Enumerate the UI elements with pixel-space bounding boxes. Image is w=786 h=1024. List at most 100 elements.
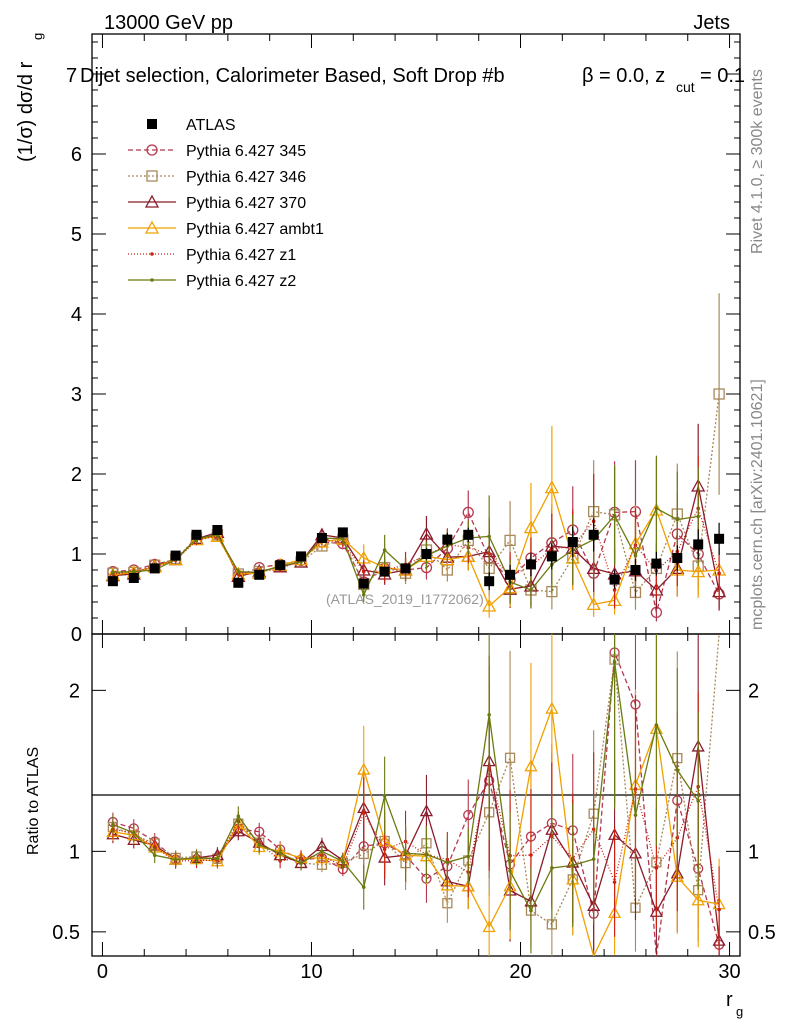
series-point [236, 569, 241, 574]
series-point [419, 526, 434, 540]
ratio-point [440, 878, 454, 891]
rivet-label: Rivet 4.1.0, ≥ 300k events [749, 69, 766, 254]
ratio-point [482, 920, 496, 933]
series-line-main [112, 485, 720, 608]
legend-marker-atlas [147, 119, 157, 129]
atlas-point [714, 533, 725, 544]
series-point [612, 513, 617, 518]
series-line-ratio [112, 652, 720, 956]
ratio-point [236, 814, 241, 818]
series-point [696, 514, 700, 519]
ratio-point [675, 768, 680, 772]
atlas-point [233, 577, 244, 588]
atlas-point [693, 539, 704, 550]
atlas-point [630, 565, 641, 575]
atlas-point [170, 550, 181, 561]
atlas-point [588, 529, 599, 540]
ratio-point [612, 660, 617, 664]
series-line-main [112, 506, 720, 592]
y-axis-title-main-sub: g [30, 33, 45, 40]
ratio-point [524, 759, 538, 772]
atlas-point [651, 558, 662, 569]
ratio-point [341, 859, 345, 864]
series-point [440, 552, 455, 566]
ratio-point [132, 831, 136, 835]
header-beam-label: 13000 GeV pp [104, 12, 233, 34]
header-top-fragment: 7 [66, 65, 77, 87]
legend-marker-ambt1 [144, 220, 160, 234]
header-jets-label: Jets [693, 12, 730, 34]
series-point [529, 588, 533, 592]
series-point [361, 593, 366, 597]
series-point [633, 553, 638, 558]
ratio-point [654, 723, 659, 727]
ratio-point [487, 712, 491, 717]
ratio-point [654, 866, 659, 870]
y-tick-label-main: 0 [71, 624, 82, 646]
legend-label-p370: Pythia 6.427 370 [186, 195, 306, 212]
series-point [675, 517, 680, 522]
y-tick-label-ratio: 0.5 [52, 922, 80, 944]
ratio-point [612, 880, 617, 884]
y-tick-label-ratio-right: 1 [748, 841, 759, 863]
x-tick-label: 10 [300, 961, 322, 983]
analysis-watermark: (ATLAS_2019_I1772062) [326, 591, 484, 607]
y-tick-label-ratio: 1 [69, 841, 80, 863]
beta-text: β = 0.0, z [582, 65, 665, 87]
x-axis-title-sub: g [736, 1004, 743, 1019]
ratio-point [570, 863, 575, 868]
x-axis-title: r [726, 989, 733, 1011]
atlas-point [212, 525, 223, 535]
ratio-point [278, 851, 282, 856]
legend-label-p346: Pythia 6.427 346 [186, 169, 306, 186]
atlas-point [296, 551, 307, 562]
atlas-point [609, 574, 620, 585]
series-line-main [112, 510, 720, 613]
ratio-point [696, 799, 700, 803]
ratio-point [717, 907, 721, 912]
ratio-point [504, 752, 516, 763]
ratio-point [361, 811, 366, 815]
atlas-point [421, 549, 432, 559]
ratio-point [424, 852, 429, 857]
series-point [462, 506, 474, 519]
ratio-point [361, 885, 366, 889]
legend-label-p345: Pythia 6.427 345 [186, 143, 306, 160]
ratio-point [382, 847, 387, 852]
series-point [111, 570, 115, 575]
y-tick-label-main: 6 [71, 144, 82, 166]
ratio-point [403, 851, 408, 856]
legend-label-ambt1: Pythia 6.427 ambt1 [186, 221, 324, 238]
series-line-main [112, 393, 720, 594]
y-tick-label-ratio-right: 2 [748, 680, 759, 702]
series-point [691, 564, 706, 578]
series-z2 [111, 455, 700, 954]
ratio-point [419, 804, 434, 817]
atlas-point [400, 563, 411, 574]
y-axis-title-ratio: Ratio to ATLAS [25, 747, 42, 855]
atlas-point [191, 529, 202, 540]
ratio-point [529, 908, 533, 913]
atlas-point [379, 566, 390, 577]
series-point [586, 597, 601, 611]
atlas-point [316, 533, 327, 543]
y-tick-label-ratio-right: 0.5 [748, 922, 776, 944]
x-tick-label: 20 [509, 961, 531, 983]
ratio-point [299, 861, 303, 865]
ratio-point [591, 857, 596, 861]
atlas-point [525, 559, 536, 570]
y-tick-label-main: 2 [71, 464, 82, 486]
atlas-point [505, 569, 516, 580]
legend-label-z1: Pythia 6.427 z1 [186, 247, 296, 264]
y-tick-label-main: 5 [71, 224, 82, 246]
series-point [487, 534, 491, 539]
ratio-point [320, 849, 324, 854]
atlas-point [567, 537, 578, 547]
ratio-point [445, 860, 450, 865]
selection-title: Dijet selection, Calorimeter Based, Soft… [80, 65, 505, 87]
ratio-point [382, 793, 387, 798]
series-line-ratio [112, 768, 720, 910]
ratio-point [463, 809, 474, 821]
x-tick-label: 0 [97, 961, 108, 983]
